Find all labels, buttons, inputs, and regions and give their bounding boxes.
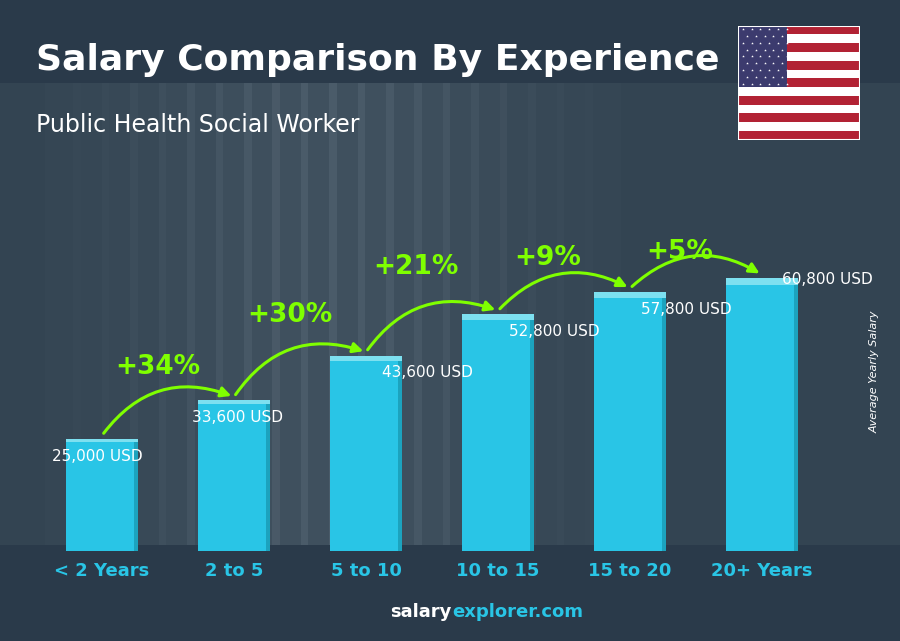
Bar [198, 401, 270, 404]
Text: +5%: +5% [647, 238, 714, 265]
Bar [66, 439, 139, 442]
Bar [198, 401, 270, 551]
Bar [738, 52, 860, 61]
Bar [415, 83, 451, 545]
FancyBboxPatch shape [0, 83, 900, 545]
Text: 60,800 USD: 60,800 USD [782, 272, 873, 287]
Bar [738, 131, 860, 140]
Bar [725, 278, 798, 285]
Bar [187, 83, 223, 545]
Bar [738, 87, 860, 96]
Bar [725, 278, 798, 551]
Bar [462, 314, 535, 551]
Bar [266, 401, 270, 551]
Bar [585, 83, 621, 545]
Bar [462, 314, 535, 320]
Bar [329, 356, 402, 551]
Bar [357, 83, 393, 545]
Bar [130, 83, 166, 545]
Bar [244, 83, 280, 545]
Bar [738, 43, 860, 52]
Bar [738, 26, 787, 87]
Bar [74, 83, 110, 545]
Text: salary: salary [391, 603, 452, 621]
Text: +21%: +21% [374, 254, 459, 280]
Bar [556, 83, 592, 545]
Bar [738, 26, 860, 35]
Bar [273, 83, 309, 545]
Bar [738, 69, 860, 78]
Bar [45, 83, 81, 545]
Bar [215, 83, 251, 545]
Text: +9%: +9% [515, 246, 581, 271]
Text: 57,800 USD: 57,800 USD [641, 302, 731, 317]
Bar [738, 104, 860, 113]
Bar [443, 83, 479, 545]
Bar [66, 439, 139, 551]
Text: 33,600 USD: 33,600 USD [192, 410, 283, 426]
Bar [301, 83, 337, 545]
Text: Salary Comparison By Experience: Salary Comparison By Experience [36, 43, 719, 77]
Bar [794, 278, 798, 551]
Bar [398, 356, 402, 551]
Text: 52,800 USD: 52,800 USD [508, 324, 599, 339]
Bar [528, 83, 564, 545]
Text: +34%: +34% [115, 354, 200, 380]
Bar [530, 314, 535, 551]
Bar [738, 61, 860, 69]
Bar [500, 83, 536, 545]
Text: +30%: +30% [247, 303, 332, 328]
Bar [329, 83, 365, 545]
Bar [594, 292, 666, 299]
Text: Average Yearly Salary: Average Yearly Salary [869, 310, 880, 433]
Text: 43,600 USD: 43,600 USD [382, 365, 472, 381]
Bar [738, 122, 860, 131]
Bar [738, 113, 860, 122]
Bar [102, 83, 138, 545]
Text: Public Health Social Worker: Public Health Social Worker [36, 113, 359, 137]
Bar [738, 96, 860, 104]
Bar [134, 439, 139, 551]
Bar [594, 292, 666, 551]
Text: explorer.com: explorer.com [452, 603, 583, 621]
Bar [662, 292, 666, 551]
Bar [738, 78, 860, 87]
Bar [329, 356, 402, 360]
Bar [158, 83, 194, 545]
Bar [738, 35, 860, 43]
Bar [386, 83, 422, 545]
Text: 25,000 USD: 25,000 USD [52, 449, 142, 464]
Bar [472, 83, 508, 545]
